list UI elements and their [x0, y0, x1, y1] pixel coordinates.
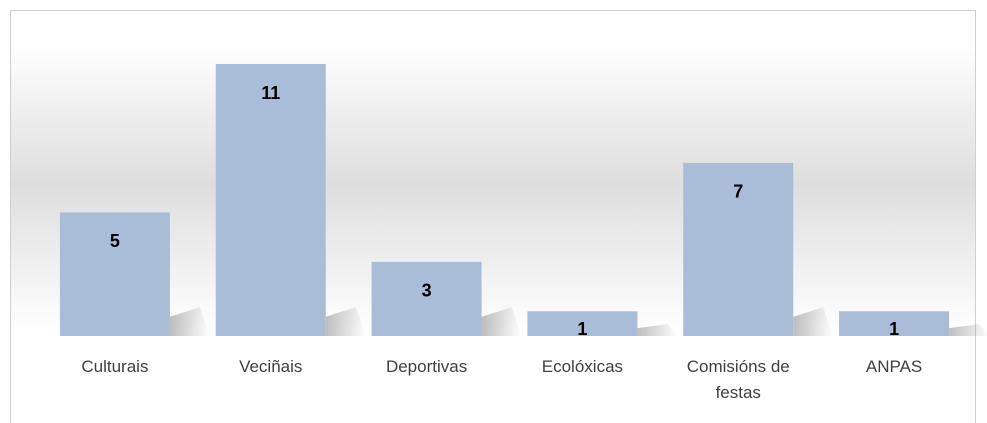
x-tick-label: Veciñais — [239, 357, 303, 376]
data-label: 11 — [261, 83, 280, 103]
bar-shadow — [949, 324, 987, 336]
bar — [527, 311, 638, 336]
data-label: 1 — [889, 319, 899, 339]
x-tick-label: Culturais — [81, 357, 149, 376]
bar — [215, 64, 326, 336]
data-label: 3 — [422, 281, 432, 301]
x-tick-label: Ecolóxicas — [541, 357, 624, 376]
x-tick-label: ANPAS — [865, 357, 923, 376]
bar — [683, 162, 794, 336]
x-tick-label: Deportivas — [385, 357, 468, 376]
data-label: 7 — [733, 182, 743, 202]
data-label: 1 — [577, 319, 587, 339]
x-tick-label: Comisións de festas — [686, 357, 790, 402]
bar — [839, 311, 950, 336]
bar — [59, 212, 170, 336]
bar-shadow — [481, 307, 522, 336]
bar-shadow — [637, 324, 678, 336]
bar-shadow — [169, 307, 210, 336]
bar — [371, 261, 482, 336]
bar-shadow — [793, 307, 834, 336]
data-label: 5 — [110, 231, 120, 251]
chart-frame — [10, 10, 976, 423]
bar-shadow — [325, 307, 366, 336]
